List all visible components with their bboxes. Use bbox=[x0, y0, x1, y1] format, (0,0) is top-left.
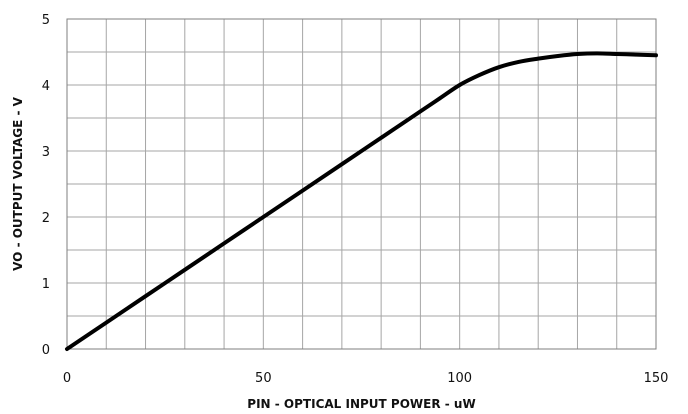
y-tick-label: 1 bbox=[42, 277, 50, 292]
y-tick-label: 3 bbox=[42, 145, 50, 160]
x-tick-label: 100 bbox=[447, 371, 472, 386]
x-tick-label: 0 bbox=[63, 371, 71, 386]
y-tick-label: 0 bbox=[42, 343, 50, 358]
y-tick-label: 5 bbox=[42, 13, 50, 28]
x-tick-labels: 0 50 100 150 bbox=[63, 371, 669, 386]
x-axis-title: PIN - OPTICAL INPUT POWER - uW bbox=[247, 397, 475, 411]
minor-grid bbox=[66, 18, 657, 350]
series-line-output-voltage bbox=[65, 51, 658, 351]
y-tick-label: 4 bbox=[42, 79, 50, 94]
y-axis-title: VO - OUTPUT VOLTAGE - V bbox=[11, 96, 25, 271]
plot-area-frame bbox=[66, 18, 657, 350]
y-tick-label: 2 bbox=[42, 211, 50, 226]
x-tick-label: 50 bbox=[255, 371, 272, 386]
y-tick-labels: 0 1 2 3 4 5 bbox=[42, 13, 50, 358]
x-tick-label: 150 bbox=[644, 371, 669, 386]
